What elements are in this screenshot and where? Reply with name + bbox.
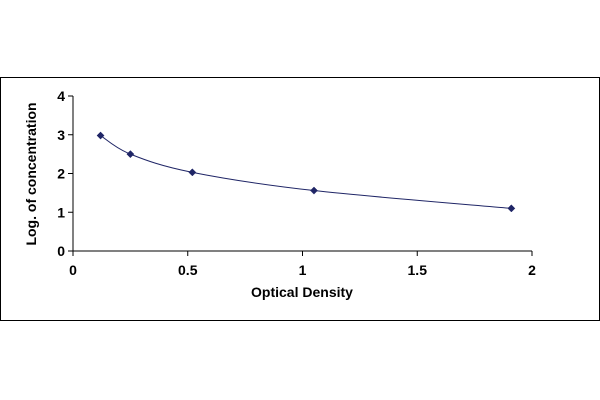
data-markers — [96, 131, 516, 213]
y-tick-label-3: 3 — [57, 127, 65, 143]
y-tick-label-1: 1 — [57, 204, 65, 220]
data-point-1 — [126, 150, 135, 159]
plot-area: 0 1 2 3 4 0 0.5 1 1.5 2 — [57, 88, 536, 278]
x-tick-label-3: 1.5 — [408, 262, 428, 278]
y-tick-label-4: 4 — [57, 88, 65, 104]
y-axis-title: Log. of concentration — [23, 102, 39, 245]
y-tick-labels: 0 1 2 3 4 — [57, 88, 65, 259]
x-axis-title: Optical Density — [251, 284, 353, 300]
x-tick-labels: 0 0.5 1 1.5 2 — [69, 262, 536, 278]
y-tick-label-0: 0 — [57, 243, 65, 259]
x-ticks — [72, 251, 533, 256]
x-tick-label-0: 0 — [69, 262, 77, 278]
data-point-4 — [507, 204, 516, 213]
data-point-3 — [310, 186, 318, 195]
x-tick-label-1: 0.5 — [178, 262, 198, 278]
chart-border — [0, 77, 600, 321]
data-point-0 — [96, 131, 105, 140]
y-ticks — [68, 95, 73, 252]
data-point-2 — [188, 168, 197, 177]
x-tick-label-2: 1 — [299, 262, 307, 278]
x-tick-label-4: 2 — [528, 262, 536, 278]
y-tick-label-2: 2 — [57, 166, 65, 182]
